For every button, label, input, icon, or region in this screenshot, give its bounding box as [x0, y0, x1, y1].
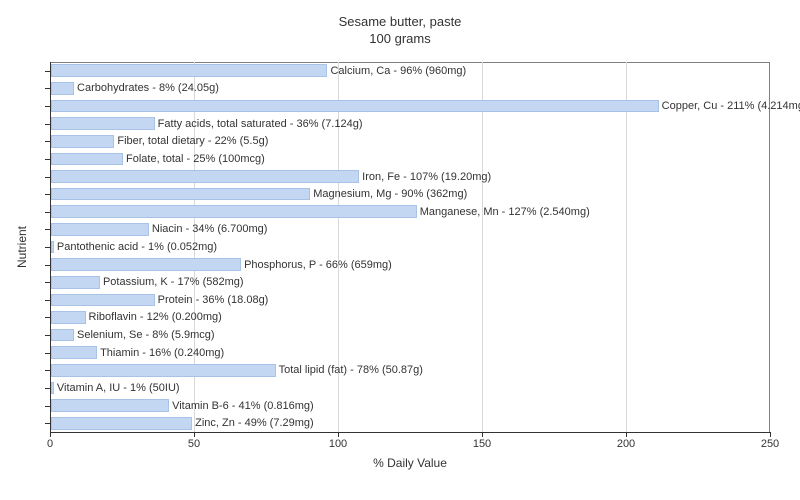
x-tick	[338, 432, 339, 437]
bar-label: Niacin - 34% (6.700mg)	[152, 223, 268, 235]
bar	[51, 188, 310, 201]
x-tick-label: 0	[47, 438, 53, 450]
bar	[51, 223, 149, 236]
x-tick	[50, 432, 51, 437]
y-axis-title: Nutrient	[15, 226, 29, 268]
bar-label: Potassium, K - 17% (582mg)	[103, 276, 244, 288]
bar	[51, 64, 327, 77]
bar	[51, 364, 276, 377]
y-tick	[45, 317, 50, 318]
x-axis-title: % Daily Value	[373, 456, 447, 470]
bar	[51, 117, 155, 130]
bar	[51, 311, 86, 324]
chart-title: Sesame butter, paste 100 grams	[0, 14, 800, 48]
bar	[51, 205, 417, 218]
x-tick	[626, 432, 627, 437]
x-tick	[482, 432, 483, 437]
bar	[51, 153, 123, 166]
bar-label: Magnesium, Mg - 90% (362mg)	[313, 188, 467, 200]
y-tick	[45, 300, 50, 301]
bar	[51, 241, 54, 254]
y-tick	[45, 247, 50, 248]
bar	[51, 135, 114, 148]
bar-label: Fatty acids, total saturated - 36% (7.12…	[158, 118, 363, 130]
gridline	[482, 62, 483, 432]
bar-label: Copper, Cu - 211% (4.214mg)	[662, 100, 800, 112]
bar	[51, 276, 100, 289]
nutrient-bar-chart: Sesame butter, paste 100 grams 0 50 100 150…	[0, 0, 800, 500]
y-tick	[45, 229, 50, 230]
y-tick	[45, 282, 50, 283]
x-tick	[770, 432, 771, 437]
bar	[51, 170, 359, 183]
x-tick-label: 250	[761, 438, 779, 450]
bar	[51, 82, 74, 95]
bar-label: Protein - 36% (18.08g)	[158, 294, 269, 306]
bar	[51, 382, 54, 395]
bar-label: Riboflavin - 12% (0.200mg)	[89, 311, 222, 323]
bar-label: Manganese, Mn - 127% (2.540mg)	[420, 206, 590, 218]
bar-label: Zinc, Zn - 49% (7.29mg)	[195, 417, 314, 429]
y-tick	[45, 124, 50, 125]
y-tick	[45, 423, 50, 424]
bar-label: Vitamin B-6 - 41% (0.816mg)	[172, 400, 314, 412]
y-tick	[45, 335, 50, 336]
chart-title-line2: 100 grams	[0, 31, 800, 48]
y-tick	[45, 106, 50, 107]
y-tick	[45, 388, 50, 389]
x-tick-label: 50	[188, 438, 200, 450]
x-tick	[194, 432, 195, 437]
bar	[51, 294, 155, 307]
y-tick	[45, 212, 50, 213]
x-tick-label: 100	[329, 438, 347, 450]
y-tick	[45, 353, 50, 354]
bar-label: Folate, total - 25% (100mcg)	[126, 153, 265, 165]
x-axis-line	[50, 432, 770, 433]
bar	[51, 417, 192, 430]
y-tick	[45, 177, 50, 178]
bar	[51, 399, 169, 412]
y-tick	[45, 141, 50, 142]
gridline	[626, 62, 627, 432]
bar-label: Vitamin A, IU - 1% (50IU)	[57, 382, 180, 394]
bar-label: Thiamin - 16% (0.240mg)	[100, 347, 224, 359]
bar-label: Selenium, Se - 8% (5.9mcg)	[77, 329, 215, 341]
bar	[51, 100, 659, 113]
y-tick	[45, 194, 50, 195]
x-tick-label: 200	[617, 438, 635, 450]
y-tick	[45, 88, 50, 89]
y-tick	[45, 71, 50, 72]
bar-label: Calcium, Ca - 96% (960mg)	[330, 65, 466, 77]
bar-label: Iron, Fe - 107% (19.20mg)	[362, 171, 491, 183]
bar-label: Fiber, total dietary - 22% (5.5g)	[117, 135, 268, 147]
y-tick	[45, 406, 50, 407]
chart-title-line1: Sesame butter, paste	[0, 14, 800, 31]
bar	[51, 329, 74, 342]
bar-label: Carbohydrates - 8% (24.05g)	[77, 82, 219, 94]
y-tick	[45, 265, 50, 266]
bar-label: Phosphorus, P - 66% (659mg)	[244, 259, 392, 271]
bar	[51, 258, 241, 271]
bar-label: Total lipid (fat) - 78% (50.87g)	[279, 364, 423, 376]
x-tick-label: 150	[473, 438, 491, 450]
y-tick	[45, 370, 50, 371]
y-tick	[45, 159, 50, 160]
bar-label: Pantothenic acid - 1% (0.052mg)	[57, 241, 217, 253]
bar	[51, 346, 97, 359]
